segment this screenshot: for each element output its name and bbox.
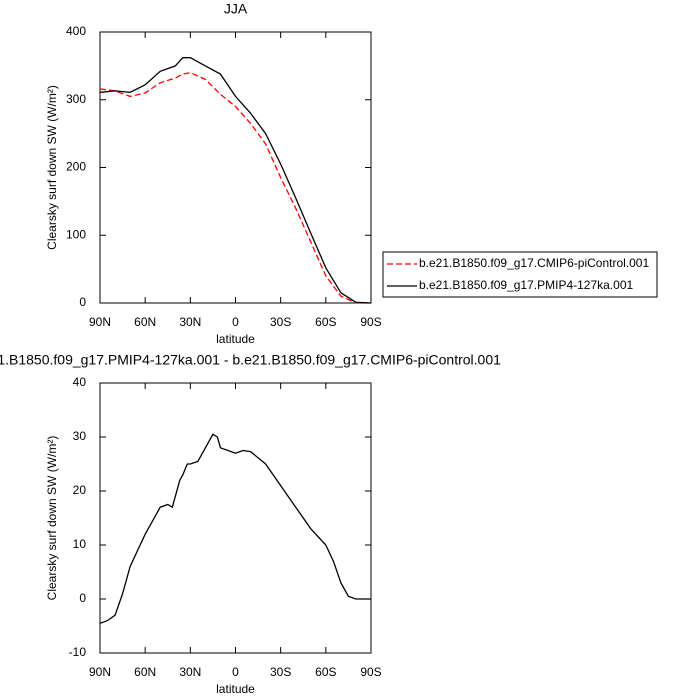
y-tick-label: 20: [73, 483, 87, 497]
data-line: [99, 57, 372, 304]
x-axis-label: latitude: [216, 332, 255, 346]
x-tick-label: 90S: [360, 315, 381, 329]
plot-frame: [99, 31, 372, 304]
legend-label: b.e21.B1850.f09_g17.CMIP6-piControl.001: [419, 256, 649, 270]
y-tick-label: 300: [66, 92, 86, 106]
y-tick-label: -10: [69, 645, 87, 659]
legend-box: [382, 251, 658, 298]
x-tick-label: 60N: [134, 665, 156, 679]
x-tick-label: 30S: [270, 665, 291, 679]
y-tick-label: 400: [66, 24, 86, 38]
y-tick-label: 30: [73, 429, 87, 443]
y-axis-label: Clearsky surf down SW (W/m²): [45, 85, 59, 250]
data-line: [99, 433, 371, 624]
plot-frame: [99, 382, 372, 654]
y-tick-label: 10: [73, 537, 87, 551]
x-tick-label: 60S: [315, 315, 336, 329]
y-tick-label: 0: [79, 295, 86, 309]
y-axis-label: Clearsky surf down SW (W/m²): [45, 436, 59, 601]
x-tick-label: 90S: [360, 665, 381, 679]
x-tick-label: 90N: [89, 665, 111, 679]
data-line: [99, 72, 371, 304]
y-tick-label: 100: [66, 227, 86, 241]
x-tick-label: 30N: [179, 665, 201, 679]
x-tick-label: 30N: [179, 315, 201, 329]
y-tick-label: 0: [79, 591, 86, 605]
x-tick-label: 0: [232, 665, 239, 679]
chart-title: JJA: [224, 1, 248, 17]
x-tick-label: 0: [232, 315, 239, 329]
y-tick-label: 40: [73, 375, 87, 389]
x-tick-label: 60S: [315, 665, 336, 679]
x-tick-label: 60N: [134, 315, 156, 329]
x-axis-label: latitude: [216, 682, 255, 696]
legend-label: b.e21.B1850.f09_g17.PMIP4-127ka.001: [419, 278, 633, 292]
x-tick-label: 90N: [89, 315, 111, 329]
chart-title: b.e21.B1850.f09_g17.PMIP4-127ka.001 - b.…: [0, 352, 501, 368]
y-tick-label: 200: [66, 160, 86, 174]
x-tick-label: 30S: [270, 315, 291, 329]
